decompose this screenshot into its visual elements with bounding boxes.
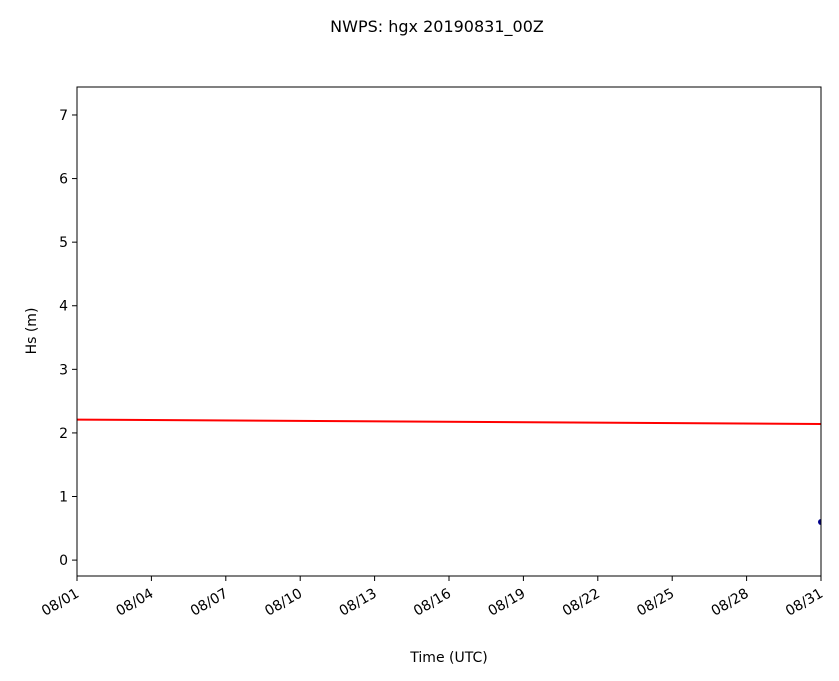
x-axis-label: Time (UTC) (409, 650, 487, 666)
x-tick-label: 08/25 (634, 586, 677, 620)
y-tick-label: 7 (59, 108, 68, 124)
x-tick-label: 08/04 (113, 586, 156, 620)
series-point (818, 518, 821, 525)
x-tick-label: 08/10 (262, 586, 305, 620)
x-tick-label: 08/01 (39, 586, 82, 620)
y-tick-label: 3 (59, 362, 68, 378)
x-tick-label: 08/28 (709, 586, 752, 620)
series-line (77, 418, 821, 426)
y-tick-label: 4 (59, 299, 68, 315)
y-tick-label: 1 (59, 490, 68, 506)
axes-frame (76, 86, 822, 577)
x-tick-label: 08/19 (485, 586, 528, 620)
x-tick-label: 08/31 (783, 586, 826, 620)
plot-area (77, 418, 821, 525)
x-tick-label: 08/07 (188, 586, 231, 620)
y-tick-label: 2 (59, 426, 68, 442)
x-tick-label: 08/16 (411, 586, 454, 620)
y-axis-label: Hs (m) (24, 308, 40, 355)
y-tick-label: 5 (59, 235, 68, 251)
chart-title: NWPS: hgx 20190831_00Z (330, 17, 544, 37)
x-tick-label: 08/13 (337, 586, 380, 620)
y-tick-label: 6 (59, 172, 68, 188)
y-tick-label: 0 (59, 553, 68, 569)
x-tick-label: 08/22 (560, 586, 603, 620)
